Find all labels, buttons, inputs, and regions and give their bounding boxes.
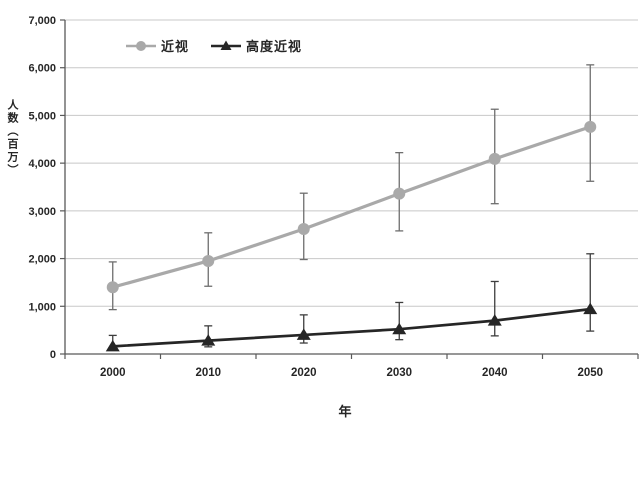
legend-marker-circle-icon <box>126 40 156 51</box>
chart-legend: 近视 高度近视 <box>126 36 302 55</box>
y-axis-tick-label: 7,000 <box>28 15 56 27</box>
data-point-triangle <box>201 334 216 346</box>
data-point-triangle <box>296 328 311 340</box>
data-point-circle <box>202 254 215 267</box>
data-point-circle <box>297 222 310 235</box>
x-axis-tick-label: 2000 <box>100 367 126 379</box>
y-axis-tick-label: 2,000 <box>28 254 56 266</box>
y-axis-tick-label: 6,000 <box>28 63 56 75</box>
legend-item-myopia: 近视 <box>126 36 189 55</box>
y-axis-tick-label: 1,000 <box>28 301 56 313</box>
legend-label-myopia: 近视 <box>161 39 190 54</box>
x-axis-tick-label: 2030 <box>386 367 412 379</box>
legend-item-high-myopia: 高度近视 <box>211 36 302 55</box>
data-point-circle <box>584 120 597 133</box>
legend-label-high-myopia: 高度近视 <box>246 39 303 54</box>
data-point-triangle <box>105 339 120 352</box>
data-point-triangle <box>392 322 407 335</box>
x-axis-tick-label: 2010 <box>195 367 221 379</box>
x-axis-tick-label: 2040 <box>482 367 508 379</box>
series-line-0 <box>112 125 591 289</box>
data-point-circle <box>106 281 119 294</box>
y-axis-tick-label: 4,000 <box>28 158 56 170</box>
x-axis-title: 年 <box>338 404 352 419</box>
series-line-1 <box>112 307 591 348</box>
y-axis-tick-label: 3,000 <box>28 206 56 218</box>
x-axis-tick-label: 2020 <box>291 367 317 379</box>
y-axis-tick-label: 5,000 <box>28 110 56 122</box>
data-point-triangle <box>583 302 598 315</box>
data-point-circle <box>488 152 501 165</box>
x-axis-tick-label: 2050 <box>577 367 603 379</box>
data-point-circle <box>393 187 406 200</box>
y-axis-title: 人数（百万） <box>6 99 18 177</box>
y-axis-tick-label: 0 <box>50 349 56 361</box>
legend-marker-triangle-icon <box>211 40 242 50</box>
data-point-triangle <box>487 314 502 326</box>
